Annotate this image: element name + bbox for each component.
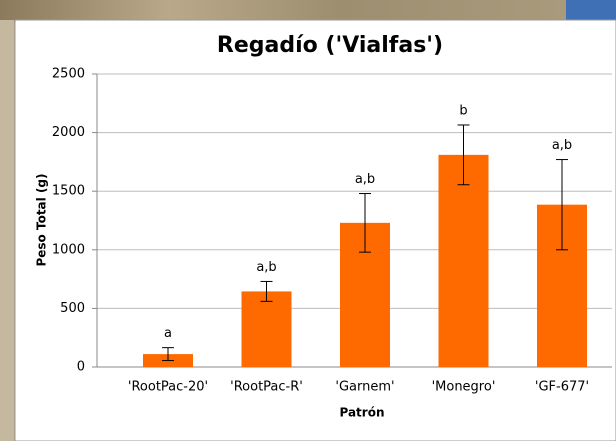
blue-block <box>566 0 616 20</box>
chart-panel <box>15 20 616 441</box>
bar <box>439 155 489 367</box>
photo-strip <box>0 0 566 22</box>
side-strip <box>0 20 14 441</box>
significance-label: a,b <box>552 138 572 153</box>
x-tick-label: 'Garnem' <box>335 380 394 395</box>
y-tick-label: 2500 <box>52 67 85 82</box>
y-tick-label: 2000 <box>52 125 85 140</box>
significance-label: a,b <box>256 260 276 275</box>
x-axis-label: Patrón <box>339 406 384 420</box>
y-tick-label: 500 <box>60 301 85 316</box>
significance-label: a,b <box>355 172 375 187</box>
x-tick-label: 'GF-677' <box>535 380 589 395</box>
significance-label: b <box>459 103 467 118</box>
y-tick-label: 1000 <box>52 242 85 257</box>
chart: Regadío ('Vialfas') Peso Total (g) Patró… <box>0 0 616 441</box>
x-tick-label: 'RootPac-20' <box>128 380 208 395</box>
x-tick-label: 'Monegro' <box>432 380 496 395</box>
chart-title: Regadío ('Vialfas') <box>217 33 443 58</box>
significance-label: a <box>164 326 172 341</box>
x-tick-label: 'RootPac-R' <box>230 380 303 395</box>
y-tick-label: 0 <box>77 360 85 375</box>
page: Regadío ('Vialfas') Peso Total (g) Patró… <box>0 0 616 441</box>
y-tick-label: 1500 <box>52 184 85 199</box>
bar <box>242 291 292 367</box>
y-axis-label: Peso Total (g) <box>35 173 49 266</box>
